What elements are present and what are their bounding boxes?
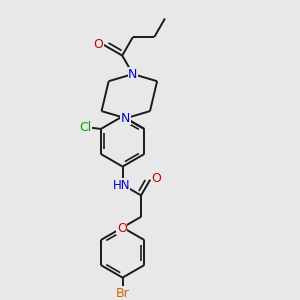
Text: Br: Br bbox=[116, 287, 129, 300]
Text: HN: HN bbox=[112, 179, 130, 192]
Text: Cl: Cl bbox=[79, 121, 91, 134]
Text: O: O bbox=[117, 221, 127, 235]
Text: O: O bbox=[94, 38, 103, 50]
Text: N: N bbox=[128, 68, 138, 81]
Text: O: O bbox=[152, 172, 161, 185]
Text: N: N bbox=[121, 112, 130, 125]
